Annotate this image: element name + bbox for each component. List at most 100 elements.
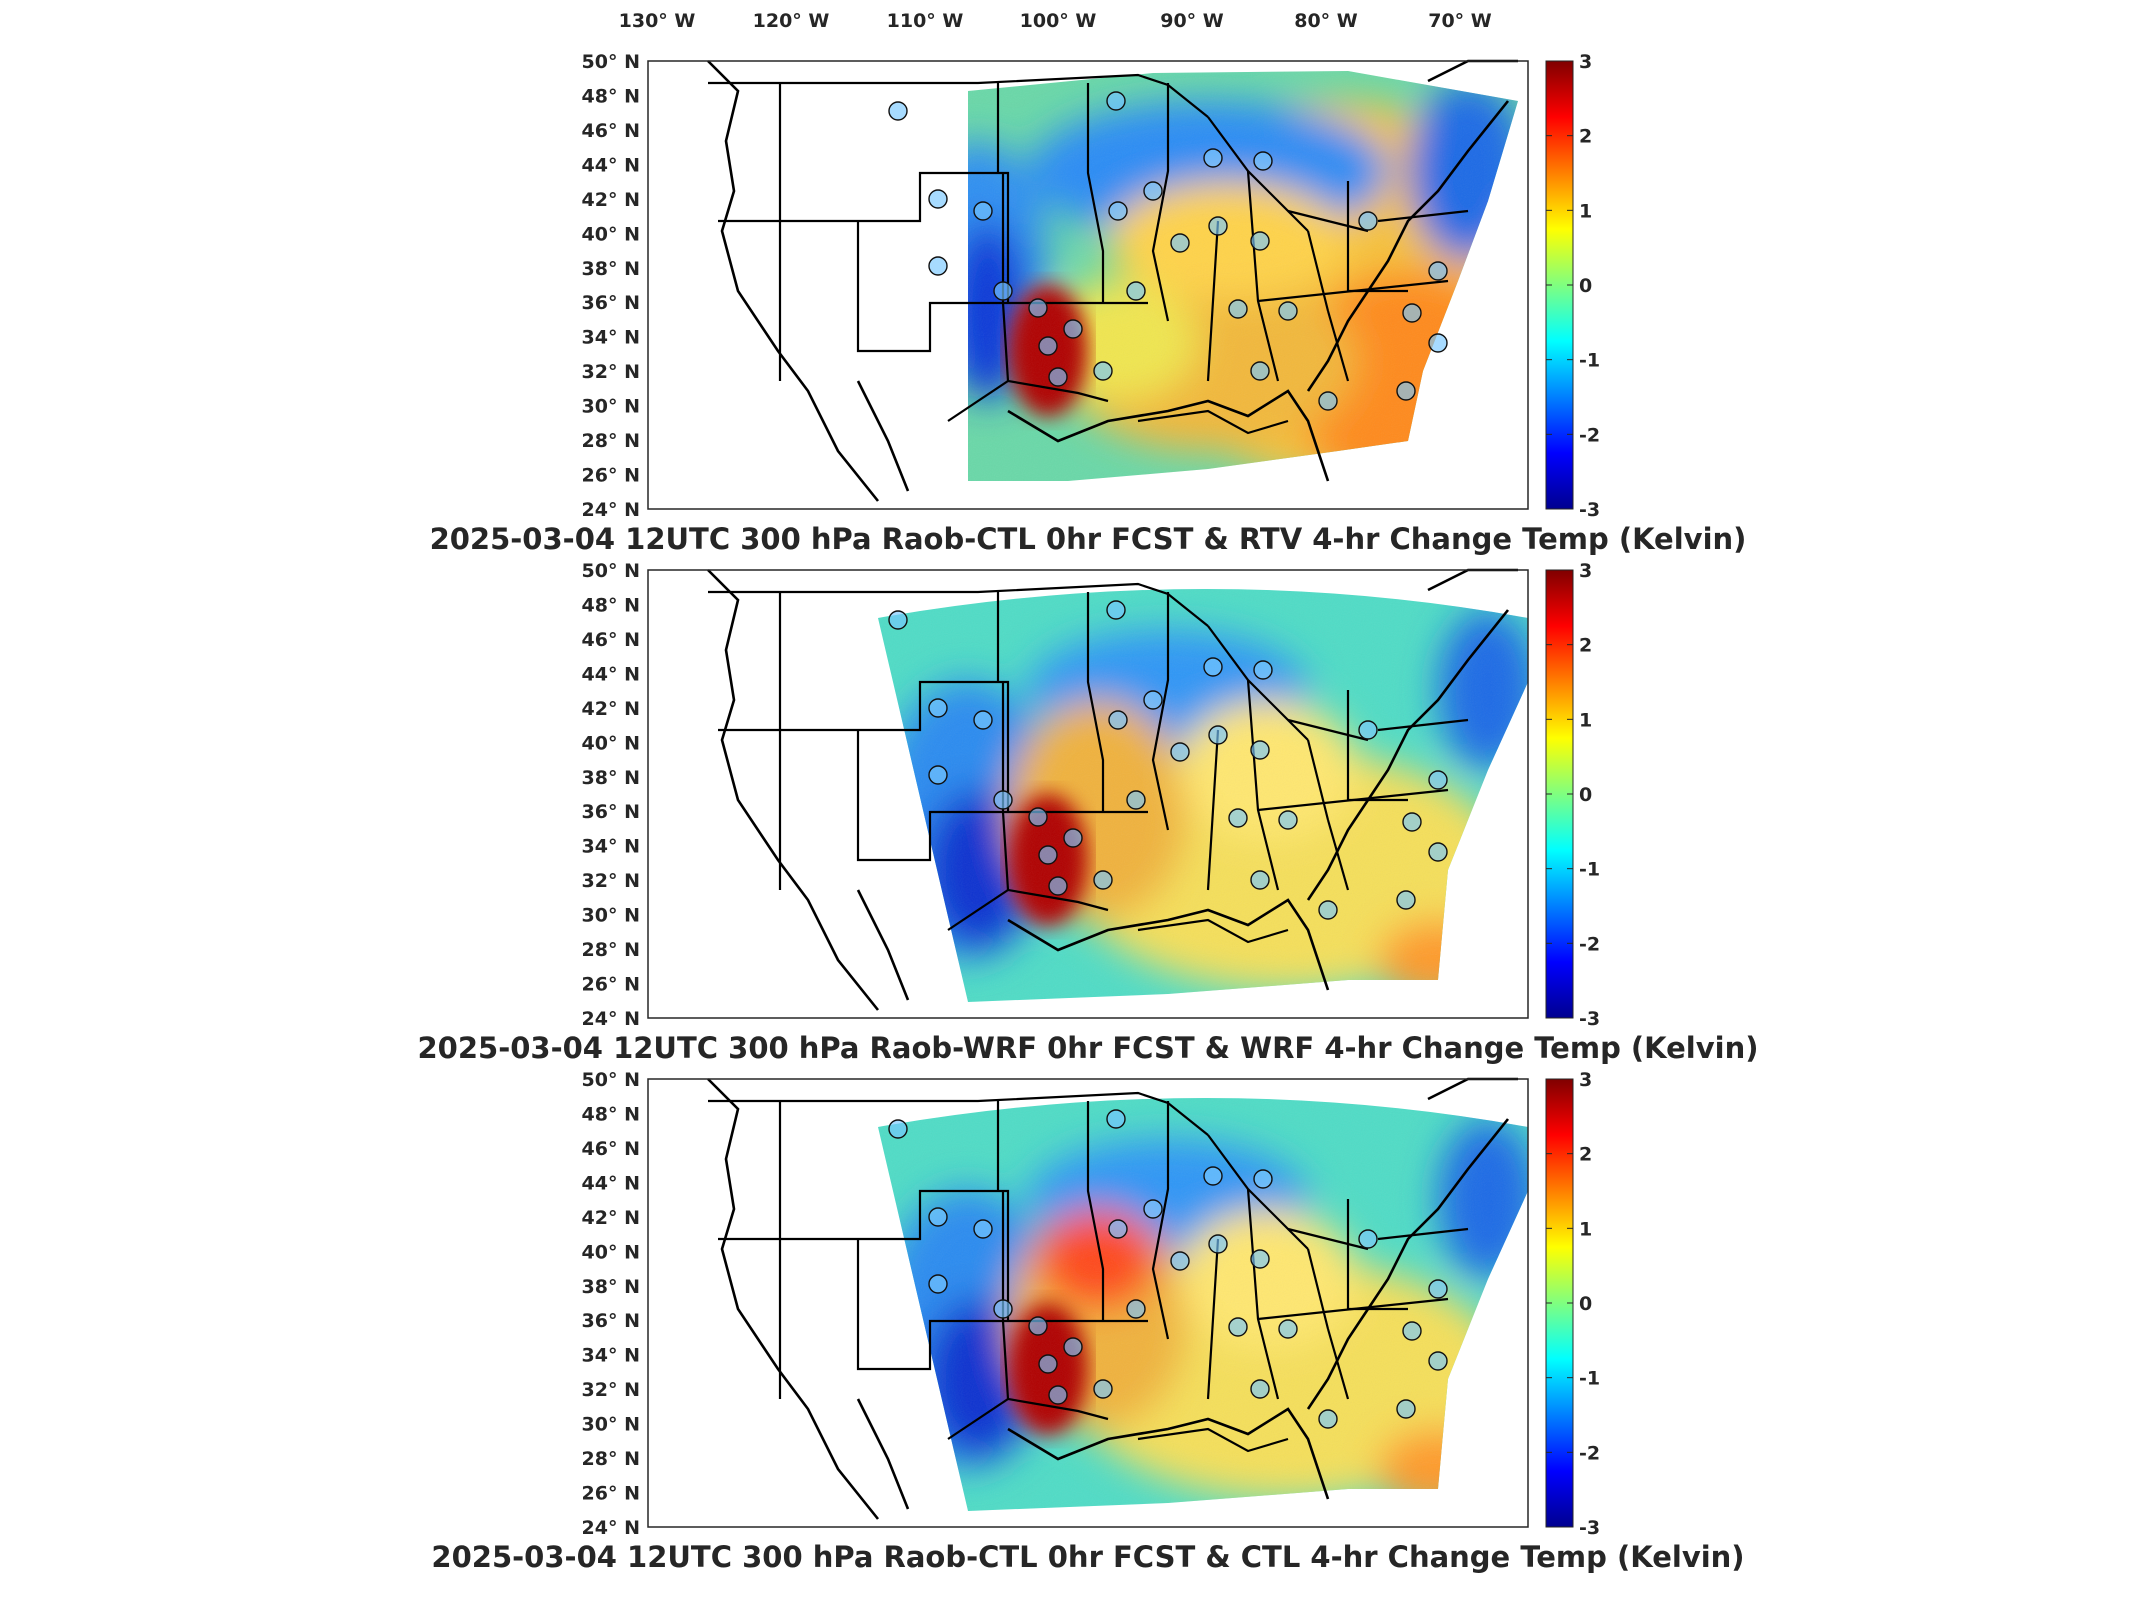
colorbar-tick-label: 0	[1579, 1293, 1592, 1315]
raob-station-marker	[993, 1299, 1013, 1319]
raob-station-marker	[1093, 1379, 1113, 1399]
raob-station-marker	[1358, 211, 1378, 231]
lat-tick-label: 28° N	[582, 430, 640, 452]
raob-station-marker	[1250, 870, 1270, 890]
lat-tick-label: 36° N	[582, 801, 640, 823]
colorbar-tick-label: -3	[1579, 1517, 1600, 1539]
lat-tick-label: 32° N	[582, 870, 640, 892]
raob-station-marker	[993, 790, 1013, 810]
longitude-axis: 130° W 120° W 110° W 100° W 90° W 80° W 70° W	[619, 10, 1492, 32]
raob-station-marker	[1253, 151, 1273, 171]
raob-station-marker	[1108, 201, 1128, 221]
lat-tick-label: 38° N	[582, 767, 640, 789]
raob-station-marker	[1038, 845, 1058, 865]
lat-tick-label: 50° N	[582, 560, 640, 582]
raob-station-marker	[1250, 231, 1270, 251]
raob-station-marker	[1250, 361, 1270, 381]
raob-station-marker	[1063, 1337, 1083, 1357]
lat-tick-label: 24° N	[582, 1008, 640, 1030]
raob-station-marker	[928, 698, 948, 718]
raob-station-marker	[1208, 216, 1228, 236]
lat-tick-label: 48° N	[582, 594, 640, 616]
raob-station-marker	[1143, 690, 1163, 710]
colorbar-tick-label: -3	[1579, 1008, 1600, 1030]
raob-station-marker	[1208, 725, 1228, 745]
colorbar-tick-label: 2	[1579, 635, 1592, 657]
raob-station-marker	[1106, 600, 1126, 620]
lat-tick-label: 24° N	[582, 499, 640, 521]
lat-tick-label: 46° N	[582, 629, 640, 651]
lat-tick-label: 42° N	[582, 189, 640, 211]
raob-station-marker	[1428, 333, 1448, 353]
observation-markers	[888, 91, 1448, 411]
raob-station-marker	[1106, 1109, 1126, 1129]
lat-tick-label: 46° N	[582, 120, 640, 142]
raob-station-marker	[1106, 91, 1126, 111]
colorbar-tick-label: 3	[1579, 51, 1592, 73]
raob-station-marker	[993, 281, 1013, 301]
raob-station-marker	[1428, 1279, 1448, 1299]
lat-tick-label: 44° N	[582, 663, 640, 685]
lon-tick-label: 110° W	[887, 10, 964, 32]
colorbar: 3 2 1 0 -1 -2 -3	[1545, 51, 1600, 521]
colorbar-tick-label: -2	[1579, 933, 1600, 955]
map-frame	[647, 60, 1529, 510]
lon-tick-label: 90° W	[1160, 10, 1224, 32]
raob-station-marker	[928, 256, 948, 276]
raob-station-marker	[973, 201, 993, 221]
raob-station-marker	[1396, 1399, 1416, 1419]
raob-station-marker	[1093, 870, 1113, 890]
lat-tick-label: 34° N	[582, 327, 640, 349]
raob-station-marker	[1402, 812, 1422, 832]
raob-station-marker	[1048, 367, 1068, 387]
latitude-axis: 50° N 48° N 46° N 44° N 42° N 40° N 38° N 36° N…	[582, 51, 640, 521]
raob-station-marker	[1038, 1354, 1058, 1374]
colorbar-tick-label: 0	[1579, 784, 1592, 806]
raob-station-marker	[973, 1219, 993, 1239]
raob-station-marker	[1278, 1319, 1298, 1339]
lat-tick-label: 34° N	[582, 836, 640, 858]
colorbar: 3 2 1 0 -1 -2 -3	[1545, 1069, 1600, 1539]
raob-station-marker	[1093, 361, 1113, 381]
raob-station-marker	[1203, 1166, 1223, 1186]
raob-station-marker	[1250, 1249, 1270, 1269]
raob-station-marker	[928, 1207, 948, 1227]
raob-station-marker	[1126, 1299, 1146, 1319]
latitude-axis: 50° N 48° N 46° N 44° N 42° N 40° N 38° N 36° N…	[582, 1069, 640, 1539]
temperature-field	[878, 1098, 1528, 1511]
raob-station-marker	[1143, 1199, 1163, 1219]
lat-tick-label: 46° N	[582, 1138, 640, 1160]
lon-tick-label: 100° W	[1020, 10, 1097, 32]
raob-station-marker	[1126, 281, 1146, 301]
raob-station-marker	[928, 765, 948, 785]
lat-tick-label: 36° N	[582, 1310, 640, 1332]
raob-station-marker	[1048, 1385, 1068, 1405]
colorbar-tick-label: 2	[1579, 126, 1592, 148]
raob-station-marker	[1318, 1409, 1338, 1429]
raob-station-marker	[1126, 790, 1146, 810]
raob-station-marker	[1203, 657, 1223, 677]
lat-tick-label: 38° N	[582, 258, 640, 280]
coastline	[707, 59, 1518, 502]
temperature-field	[878, 589, 1528, 1002]
colorbar-tick-label: -3	[1579, 499, 1600, 521]
raob-station-marker	[888, 1119, 908, 1139]
raob-station-marker	[1028, 298, 1048, 318]
colorbar-tick-label: 2	[1579, 1144, 1592, 1166]
state-boundaries	[708, 73, 1469, 435]
lat-tick-label: 44° N	[582, 1172, 640, 1194]
colorbar-tick-label: 1	[1579, 709, 1592, 731]
raob-station-marker	[1358, 1229, 1378, 1249]
map-frame	[647, 1078, 1529, 1528]
colorbar-tick-label: -2	[1579, 1442, 1600, 1464]
lat-tick-label: 36° N	[582, 292, 640, 314]
lat-tick-label: 26° N	[582, 974, 640, 996]
lat-tick-label: 50° N	[582, 1069, 640, 1091]
lat-tick-label: 40° N	[582, 223, 640, 245]
lat-tick-label: 50° N	[582, 51, 640, 73]
colorbar-tick-label: 3	[1579, 560, 1592, 582]
raob-station-marker	[1208, 1234, 1228, 1254]
map-panel-ctl: 50° N 48° N 46° N 44° N 42° N 40° N 38° N 36° N…	[431, 1069, 1744, 1574]
colorbar-tick-label: 1	[1579, 1218, 1592, 1240]
colorbar-tick-label: 1	[1579, 200, 1592, 222]
